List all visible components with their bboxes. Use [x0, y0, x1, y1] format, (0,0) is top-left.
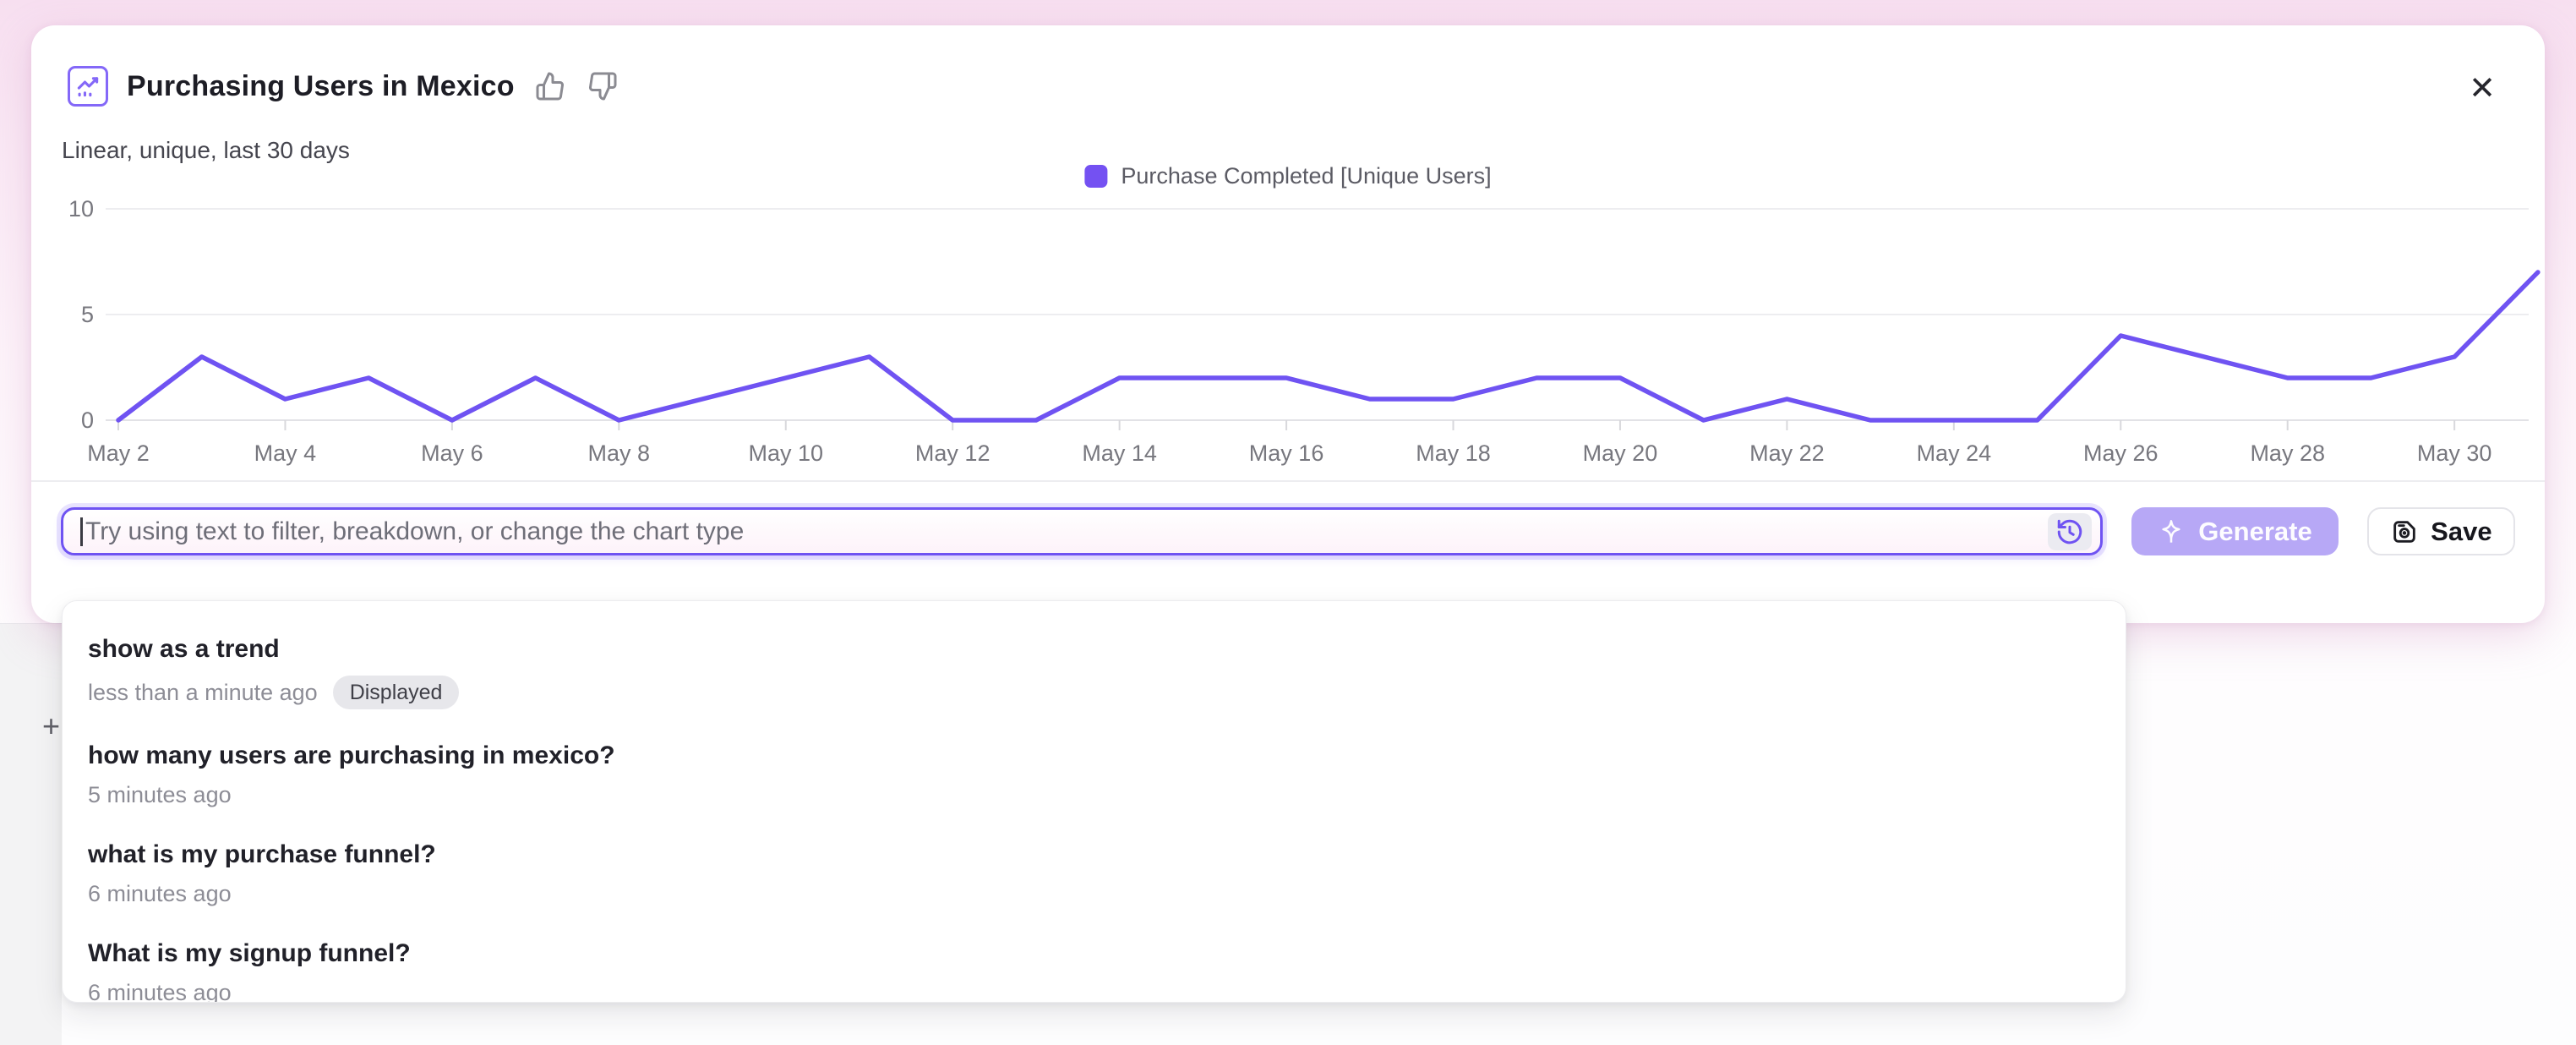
svg-text:May 24: May 24: [1917, 440, 1992, 466]
svg-text:May 12: May 12: [915, 440, 991, 466]
svg-text:May 30: May 30: [2417, 440, 2492, 466]
history-icon: [2058, 519, 2082, 544]
svg-text:10: 10: [68, 196, 94, 222]
text-caret: [80, 517, 83, 546]
history-item-time: less than a minute ago: [88, 679, 318, 705]
svg-text:May 28: May 28: [2250, 440, 2325, 466]
history-item[interactable]: show as a trend less than a minute ago Dis…: [63, 621, 2126, 728]
svg-text:May 26: May 26: [2083, 440, 2158, 466]
history-item-title: show as a trend: [88, 635, 280, 663]
prompt-input[interactable]: Try using text to filter, breakdown, or …: [61, 507, 2104, 555]
svg-text:May 4: May 4: [254, 440, 317, 466]
history-item-time: 6 minutes ago: [88, 881, 232, 906]
svg-text:May 16: May 16: [1249, 440, 1324, 466]
background-panel-edge: [0, 623, 62, 1045]
save-button[interactable]: Save: [2366, 507, 2515, 555]
legend-swatch: [1084, 165, 1108, 188]
add-button-partial[interactable]: +: [42, 709, 61, 743]
card-header: Purchasing Users in Mexico: [68, 66, 619, 107]
status-badge: Displayed: [332, 676, 460, 709]
svg-text:May 22: May 22: [1749, 440, 1825, 466]
svg-text:May 14: May 14: [1082, 440, 1157, 466]
svg-text:May 18: May 18: [1416, 440, 1491, 466]
history-item-time: 6 minutes ago: [88, 980, 232, 1003]
save-icon: [2393, 520, 2415, 543]
svg-text:May 2: May 2: [87, 440, 150, 466]
chart-legend: Purchase Completed [Unique Users]: [1084, 163, 1492, 189]
save-label: Save: [2431, 516, 2492, 546]
thumbs-down-icon[interactable]: [586, 69, 619, 103]
line-chart-icon: [68, 66, 108, 107]
svg-text:May 20: May 20: [1583, 440, 1658, 466]
prompt-bar: Try using text to filter, breakdown, or …: [61, 507, 2515, 555]
history-item-title: What is my signup funnel?: [88, 939, 411, 967]
svg-text:May 8: May 8: [588, 440, 651, 466]
page-title: Purchasing Users in Mexico: [127, 69, 515, 102]
history-item-time: 5 minutes ago: [88, 782, 232, 807]
line-chart: 0 5 10 May 2 May 4 May 6 May 8 May 10 May 12 May …: [34, 190, 2541, 486]
divider: [31, 480, 2545, 482]
sparkle-icon: [2162, 519, 2180, 543]
thumbs-up-icon[interactable]: [533, 69, 567, 103]
chart-card: Purchasing Users in Mexico ✕ Linear, uni…: [31, 25, 2545, 623]
close-button[interactable]: ✕: [2464, 69, 2501, 107]
history-icon-button[interactable]: [2048, 512, 2093, 550]
history-item-title: what is my purchase funnel?: [88, 840, 436, 868]
generate-button[interactable]: Generate: [2131, 507, 2339, 555]
history-dropdown: show as a trend less than a minute ago Dis…: [62, 600, 2126, 1003]
history-item[interactable]: how many users are purchasing in mexico?…: [63, 728, 2126, 827]
chart-subtitle: Linear, unique, last 30 days: [62, 137, 350, 163]
legend-label: Purchase Completed [Unique Users]: [1121, 163, 1492, 189]
prompt-placeholder: Try using text to filter, breakdown, or …: [85, 517, 745, 545]
generate-label: Generate: [2198, 516, 2312, 546]
history-item[interactable]: What is my signup funnel? 6 minutes ago: [63, 926, 2126, 1003]
svg-text:May 10: May 10: [748, 440, 823, 466]
svg-text:May 6: May 6: [421, 440, 483, 466]
svg-text:5: 5: [81, 302, 94, 327]
svg-text:0: 0: [81, 408, 94, 433]
history-item-title: how many users are purchasing in mexico?: [88, 741, 615, 769]
history-item[interactable]: what is my purchase funnel? 6 minutes ago: [63, 827, 2126, 926]
